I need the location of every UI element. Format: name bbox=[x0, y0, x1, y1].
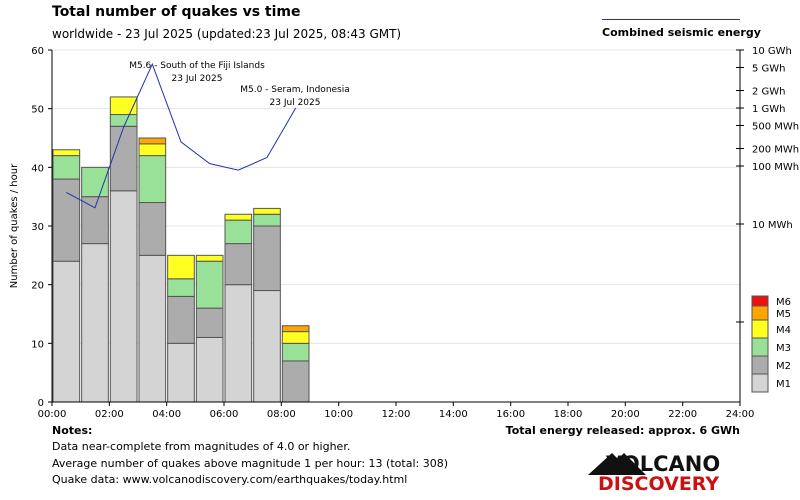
energy-tick-label: 100 MWh bbox=[752, 162, 799, 173]
x-tick-label: 22:00 bbox=[668, 409, 697, 420]
bar-m1-h2 bbox=[109, 190, 138, 403]
legend-label-m1: M1 bbox=[776, 379, 791, 390]
y-tick-label: 30 bbox=[31, 222, 44, 233]
bar-m4-h0 bbox=[52, 149, 81, 157]
bar-m1-h7 bbox=[253, 290, 281, 403]
chart-subtitle: worldwide - 23 Jul 2025 (updated:23 Jul … bbox=[52, 27, 402, 41]
bar-m2-h0 bbox=[52, 178, 81, 262]
annotation-1-line-2: 23 Jul 2025 bbox=[172, 74, 223, 84]
y-axis-title: Number of quakes / hour bbox=[9, 163, 20, 288]
legend-swatch-m6 bbox=[751, 295, 769, 307]
bar-m5-h3 bbox=[138, 137, 167, 145]
x-tick-label: 24:00 bbox=[726, 409, 755, 420]
annotation-1-line-1: M5.6 - South of the Fiji Islands bbox=[129, 61, 265, 71]
bar-m2-h3 bbox=[138, 202, 167, 256]
note-line-1: Data near-complete from magnitudes of 4.… bbox=[52, 440, 351, 453]
bar-m3-h6 bbox=[224, 219, 253, 245]
bar-m4-h8 bbox=[281, 331, 310, 344]
bar-m2-h6 bbox=[224, 243, 253, 286]
bar-m1-h4 bbox=[167, 342, 195, 403]
y-tick-label: 50 bbox=[31, 105, 44, 116]
x-tick-label: 18:00 bbox=[554, 409, 583, 420]
energy-tick-label: 5 GWh bbox=[752, 63, 786, 74]
bar-m3-h3 bbox=[138, 155, 167, 204]
bar-m4-h6 bbox=[224, 213, 253, 221]
bar-m2-h4 bbox=[167, 295, 195, 344]
bar-m4-h2 bbox=[109, 96, 138, 116]
bar-m3-h0 bbox=[52, 155, 81, 180]
bar-m3-h7 bbox=[253, 213, 281, 227]
bar-m1-h5 bbox=[195, 336, 224, 403]
x-tick-label: 16:00 bbox=[496, 409, 525, 420]
chart-title: Total number of quakes vs time bbox=[52, 4, 301, 20]
bar-m2-h5 bbox=[195, 307, 224, 338]
energy-tick-label: 1 GWh bbox=[752, 104, 786, 115]
y-tick-label: 60 bbox=[31, 46, 44, 57]
legend-label-m3: M3 bbox=[776, 343, 791, 354]
x-tick-label: 00:00 bbox=[38, 409, 67, 420]
bar-m5-h8 bbox=[281, 325, 310, 333]
x-tick-label: 14:00 bbox=[439, 409, 468, 420]
bar-m2-h1 bbox=[81, 196, 109, 245]
x-tick-label: 02:00 bbox=[95, 409, 124, 420]
bar-m3-h8 bbox=[281, 342, 310, 362]
bar-m4-h7 bbox=[253, 207, 281, 215]
energy-tick-label: 500 MWh bbox=[752, 121, 799, 132]
energy-tick-label: 2 GWh bbox=[752, 87, 786, 98]
energy-tick-label: 10 MWh bbox=[752, 220, 793, 231]
bar-m2-h8 bbox=[281, 360, 310, 403]
logo-text-volcano: VOLCANO bbox=[606, 452, 720, 476]
bar-m3-h4 bbox=[167, 278, 195, 297]
bar-m1-h0 bbox=[52, 260, 81, 403]
legend-label-m2: M2 bbox=[776, 361, 791, 372]
y-tick-label: 10 bbox=[31, 339, 44, 350]
bar-m2-h7 bbox=[253, 225, 281, 292]
bar-m1-h6 bbox=[224, 284, 253, 403]
bar-m2-h2 bbox=[109, 125, 138, 192]
legend-swatch-m3 bbox=[751, 337, 769, 357]
note-line-2: Average number of quakes above magnitude… bbox=[52, 457, 448, 470]
energy-line bbox=[66, 62, 297, 209]
x-tick-label: 08:00 bbox=[267, 409, 296, 420]
bar-m4-h5 bbox=[195, 254, 224, 262]
y-tick-label: 40 bbox=[31, 163, 44, 174]
notes-heading: Notes: bbox=[52, 424, 93, 437]
legend-swatch-m1 bbox=[751, 373, 769, 393]
energy-legend-line bbox=[602, 19, 740, 20]
energy-legend-label: Combined seismic energy bbox=[602, 26, 761, 39]
annotation-2-line-2: 23 Jul 2025 bbox=[270, 98, 321, 108]
total-energy-text: Total energy released: approx. 6 GWh bbox=[505, 424, 740, 437]
volcano-discovery-logo: VOLCANO DISCOVERY bbox=[588, 447, 738, 495]
bar-m3-h5 bbox=[195, 260, 224, 309]
y-tick-label: 20 bbox=[31, 281, 44, 292]
legend-label-m5: M5 bbox=[776, 309, 791, 320]
bar-m1-h1 bbox=[81, 243, 109, 403]
energy-tick-label: 200 MWh bbox=[752, 145, 799, 156]
x-tick-label: 20:00 bbox=[611, 409, 640, 420]
bar-m4-h4 bbox=[167, 254, 195, 280]
note-line-3: Quake data: www.volcanodiscovery.com/ear… bbox=[52, 473, 408, 486]
legend-swatch-m2 bbox=[751, 355, 769, 375]
x-tick-label: 10:00 bbox=[324, 409, 353, 420]
bar-m3-h2 bbox=[109, 114, 138, 127]
legend-label-m6: M6 bbox=[776, 297, 791, 308]
legend-swatch-m4 bbox=[751, 319, 769, 339]
logo-text-discovery: DISCOVERY bbox=[598, 473, 719, 492]
legend-swatch-m5 bbox=[751, 305, 769, 321]
x-tick-label: 06:00 bbox=[210, 409, 239, 420]
annotation-2-line-1: M5.0 - Seram, Indonesia bbox=[240, 85, 350, 95]
energy-tick-label: 10 GWh bbox=[752, 46, 792, 57]
legend-label-m4: M4 bbox=[776, 325, 791, 336]
y-tick-label: 0 bbox=[38, 398, 44, 409]
volcano-logo-icon bbox=[588, 453, 646, 475]
bar-m4-h3 bbox=[138, 143, 167, 157]
x-tick-label: 12:00 bbox=[382, 409, 411, 420]
bar-m1-h3 bbox=[138, 254, 167, 403]
x-tick-label: 04:00 bbox=[152, 409, 181, 420]
